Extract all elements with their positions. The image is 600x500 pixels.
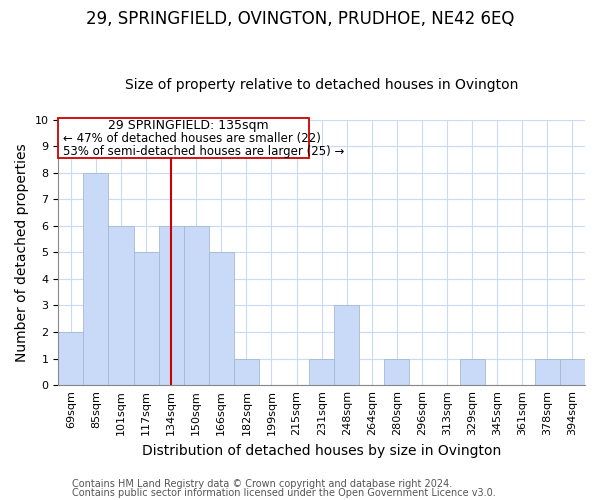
Bar — [535, 358, 560, 385]
Bar — [134, 252, 158, 385]
Bar — [109, 226, 134, 385]
Bar — [334, 306, 359, 385]
Bar — [309, 358, 334, 385]
Text: Contains HM Land Registry data © Crown copyright and database right 2024.: Contains HM Land Registry data © Crown c… — [72, 479, 452, 489]
Bar — [209, 252, 234, 385]
Bar — [158, 226, 184, 385]
Text: Contains public sector information licensed under the Open Government Licence v3: Contains public sector information licen… — [72, 488, 496, 498]
Title: Size of property relative to detached houses in Ovington: Size of property relative to detached ho… — [125, 78, 518, 92]
Bar — [83, 172, 109, 385]
X-axis label: Distribution of detached houses by size in Ovington: Distribution of detached houses by size … — [142, 444, 501, 458]
Text: 29, SPRINGFIELD, OVINGTON, PRUDHOE, NE42 6EQ: 29, SPRINGFIELD, OVINGTON, PRUDHOE, NE42… — [86, 10, 514, 28]
Bar — [58, 332, 83, 385]
Bar — [460, 358, 485, 385]
Text: 53% of semi-detached houses are larger (25) →: 53% of semi-detached houses are larger (… — [63, 145, 344, 158]
Bar — [184, 226, 209, 385]
Text: ← 47% of detached houses are smaller (22): ← 47% of detached houses are smaller (22… — [63, 132, 321, 144]
Bar — [385, 358, 409, 385]
FancyBboxPatch shape — [58, 118, 309, 158]
Bar — [234, 358, 259, 385]
Bar — [560, 358, 585, 385]
Text: 29 SPRINGFIELD: 135sqm: 29 SPRINGFIELD: 135sqm — [109, 119, 269, 132]
Y-axis label: Number of detached properties: Number of detached properties — [15, 143, 29, 362]
